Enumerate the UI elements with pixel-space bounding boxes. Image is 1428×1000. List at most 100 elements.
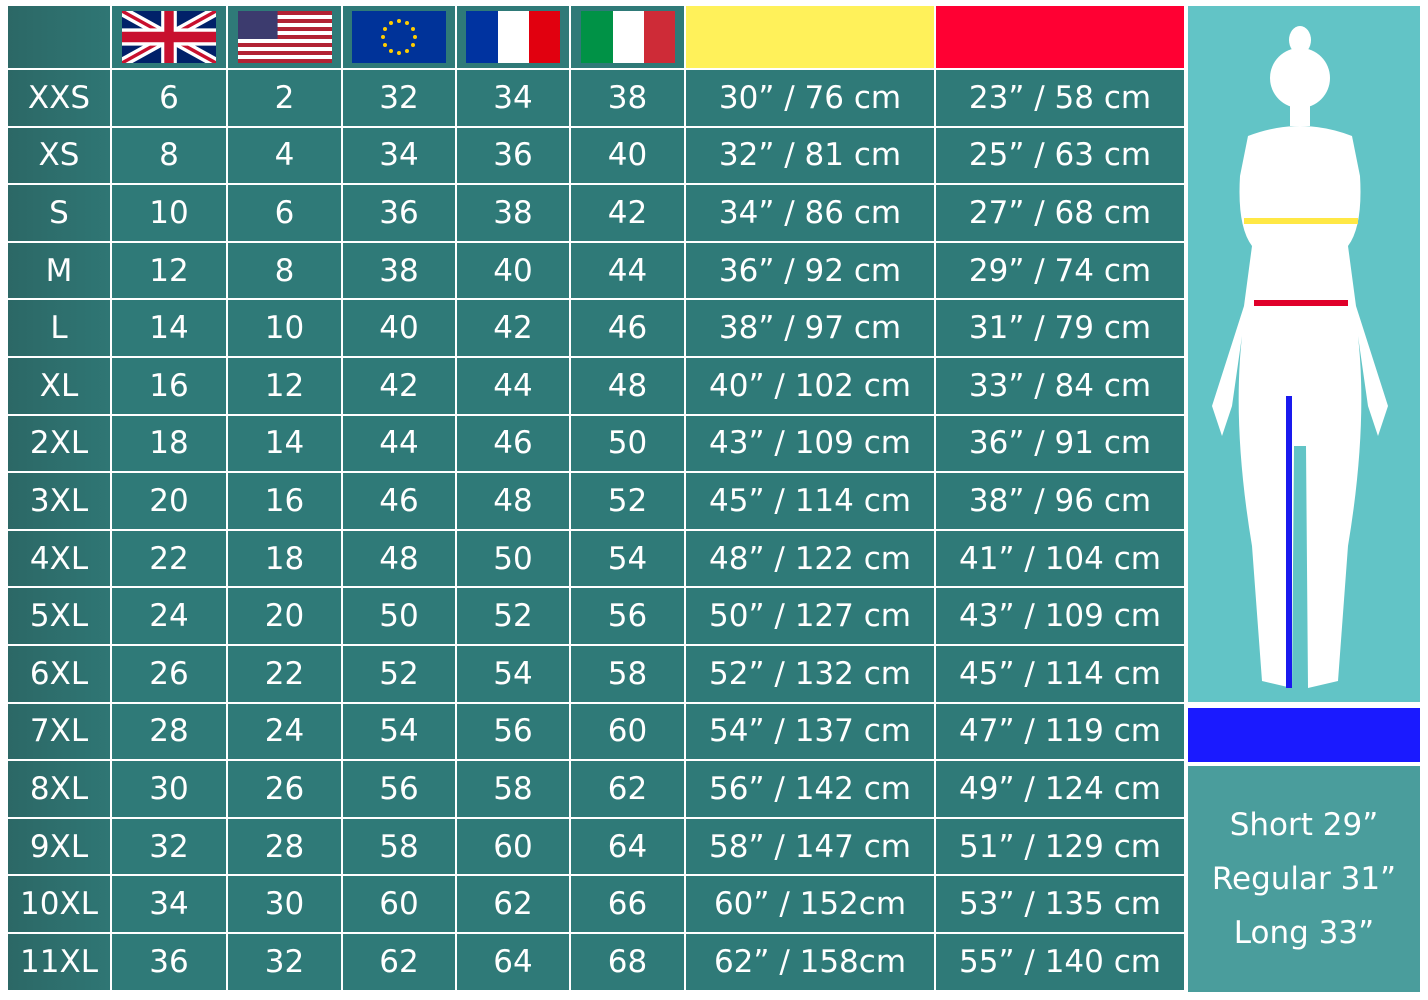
bust-cell: 62” / 158cm — [686, 934, 934, 990]
figure-panel — [1188, 6, 1420, 702]
fr-cell: 48 — [457, 473, 569, 529]
eu-cell: 58 — [343, 818, 455, 875]
size-cell: 3XL — [8, 473, 110, 529]
it-cell: 56 — [571, 588, 684, 644]
size-cell: S — [8, 185, 110, 241]
eu-cell: 52 — [343, 646, 455, 702]
eu-cell: 56 — [343, 761, 455, 817]
eu-cell: 50 — [343, 588, 455, 644]
eu-cell: 40 — [343, 300, 455, 356]
us-cell: 18 — [228, 530, 341, 587]
fr-cell: 56 — [457, 703, 569, 760]
bust-cell: 36” / 92 cm — [686, 242, 934, 299]
uk-cell: 34 — [112, 876, 226, 932]
fr-cell: 38 — [457, 185, 569, 241]
eu-cell: 54 — [343, 703, 455, 760]
bust-cell: 30” / 76 cm — [686, 70, 934, 126]
size-cell: 7XL — [8, 703, 110, 760]
uk-cell: 16 — [112, 358, 226, 414]
bust-header — [686, 6, 934, 68]
body-figure — [1212, 26, 1388, 688]
eu-cell: 46 — [343, 473, 455, 529]
inseam-regular: Regular 31” — [1211, 861, 1397, 897]
it-cell: 58 — [571, 646, 684, 702]
waist-cell: 29” / 74 cm — [936, 242, 1184, 299]
bust-cell: 32” / 81 cm — [686, 127, 934, 184]
fr-cell: 50 — [457, 530, 569, 587]
eu-cell: 38 — [343, 242, 455, 299]
it-flag — [580, 11, 675, 63]
size-cell: 6XL — [8, 646, 110, 702]
size-cell: 10XL — [8, 876, 110, 932]
bust-cell: 54” / 137 cm — [686, 703, 934, 760]
fr-cell: 52 — [457, 588, 569, 644]
it-cell: 48 — [571, 358, 684, 414]
size-cell: XXS — [8, 70, 110, 126]
it-cell: 66 — [571, 876, 684, 932]
us-cell: 26 — [228, 761, 341, 817]
waist-header — [936, 6, 1184, 68]
eu-header — [343, 6, 455, 68]
size-cell: 4XL — [8, 530, 110, 587]
fr-flag — [466, 11, 560, 63]
waist-cell: 27” / 68 cm — [936, 185, 1184, 241]
it-cell: 40 — [571, 127, 684, 184]
size-cell: 2XL — [8, 415, 110, 472]
it-cell: 60 — [571, 703, 684, 760]
eu-cell: 36 — [343, 185, 455, 241]
eu-cell: 42 — [343, 358, 455, 414]
fr-cell: 58 — [457, 761, 569, 817]
eu-cell: 44 — [343, 415, 455, 472]
size-cell: XL — [8, 358, 110, 414]
eu-cell: 62 — [343, 934, 455, 990]
waist-cell: 31” / 79 cm — [936, 300, 1184, 356]
bust-cell: 45” / 114 cm — [686, 473, 934, 529]
bust-cell: 58” / 147 cm — [686, 818, 934, 875]
it-cell: 54 — [571, 530, 684, 587]
us-cell: 22 — [228, 646, 341, 702]
us-cell: 30 — [228, 876, 341, 932]
uk-cell: 10 — [112, 185, 226, 241]
waist-cell: 51” / 129 cm — [936, 818, 1184, 875]
inseam-header — [1188, 708, 1420, 762]
fr-cell: 46 — [457, 415, 569, 472]
bust-cell: 34” / 86 cm — [686, 185, 934, 241]
fr-cell: 60 — [457, 818, 569, 875]
uk-cell: 18 — [112, 415, 226, 472]
uk-header — [112, 6, 226, 68]
bust-cell: 60” / 152cm — [686, 876, 934, 932]
fr-cell: 54 — [457, 646, 569, 702]
bust-cell: 56” / 142 cm — [686, 761, 934, 817]
uk-cell: 30 — [112, 761, 226, 817]
us-cell: 28 — [228, 818, 341, 875]
inseam-long: Long 33” — [1233, 915, 1375, 951]
fr-cell: 44 — [457, 358, 569, 414]
us-cell: 20 — [228, 588, 341, 644]
bust-cell: 43” / 109 cm — [686, 415, 934, 472]
us-cell: 8 — [228, 242, 341, 299]
waist-cell: 38” / 96 cm — [936, 473, 1184, 529]
waist-cell: 25” / 63 cm — [936, 127, 1184, 184]
bust-cell: 38” / 97 cm — [686, 300, 934, 356]
waist-cell: 53” / 135 cm — [936, 876, 1184, 932]
uk-cell: 12 — [112, 242, 226, 299]
eu-cell: 48 — [343, 530, 455, 587]
us-cell: 10 — [228, 300, 341, 356]
eu-flag — [352, 11, 446, 63]
uk-cell: 8 — [112, 127, 226, 184]
waist-cell: 47” / 119 cm — [936, 703, 1184, 760]
uk-cell: 22 — [112, 530, 226, 587]
uk-cell: 20 — [112, 473, 226, 529]
uk-cell: 32 — [112, 818, 226, 875]
it-cell: 64 — [571, 818, 684, 875]
waist-cell: 55” / 140 cm — [936, 934, 1184, 990]
it-cell: 44 — [571, 242, 684, 299]
us-cell: 14 — [228, 415, 341, 472]
fr-header — [457, 6, 569, 68]
fr-cell: 34 — [457, 70, 569, 126]
header-corner — [8, 6, 110, 68]
size-cell: XS — [8, 127, 110, 184]
inseam-panel: Short 29” Regular 31” Long 33” — [1188, 766, 1420, 992]
uk-cell: 14 — [112, 300, 226, 356]
eu-cell: 34 — [343, 127, 455, 184]
